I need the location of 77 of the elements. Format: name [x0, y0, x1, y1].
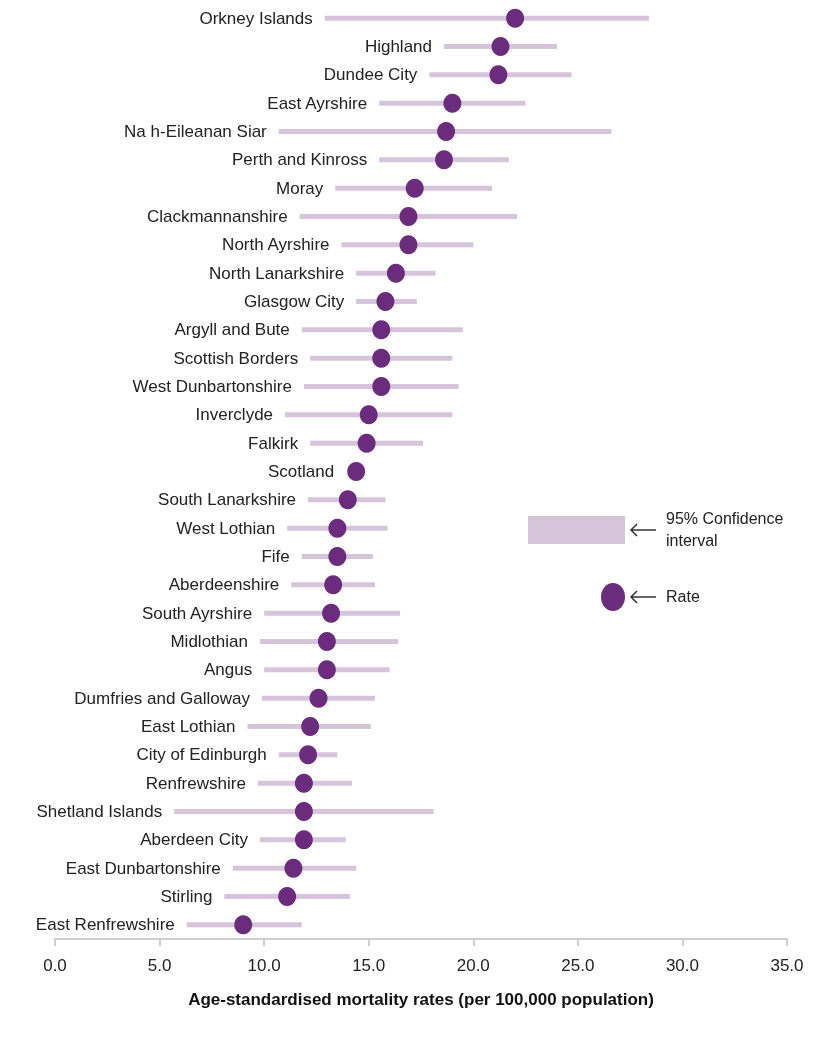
y-tick-label: Perth and Kinross [232, 150, 368, 170]
x-tick-label: 10.0 [247, 956, 281, 975]
y-tick-label: Na h-Eileanan Siar [124, 122, 268, 141]
point [284, 858, 303, 878]
y-tick-label: Stirling [160, 887, 213, 906]
point [405, 178, 424, 198]
x-axis-title: Age-standardised mortality rates (per 100,000 population) [188, 990, 654, 1009]
y-tick-label: Orkney Islands [199, 8, 313, 28]
point [372, 377, 391, 396]
point [301, 717, 320, 736]
y-tick-label: Falkirk [248, 433, 299, 453]
y-tick-label: Renfrewshire [145, 773, 246, 793]
y-tick-label: Aberdeen City [140, 830, 249, 850]
point [299, 745, 318, 765]
y-tick-label: Moray [276, 178, 324, 198]
point [338, 490, 357, 510]
y-tick-label: Dumfries and Galloway [74, 688, 251, 708]
point [294, 773, 313, 793]
y-tick-label: East Dunbartonshire [65, 858, 221, 878]
point [294, 830, 313, 850]
y-tick-label: Shetland Islands [36, 802, 163, 821]
y-tick-label: North Ayrshire [222, 235, 330, 255]
y-tick-label: South Ayrshire [141, 603, 253, 623]
point [443, 93, 462, 113]
point [372, 320, 391, 340]
point [376, 292, 395, 311]
y-tick-label: South Lanarkshire [158, 490, 297, 510]
x-tick-label: 25.0 [561, 956, 595, 975]
x-tick-label: 0.0 [43, 956, 67, 975]
y-tick-label: North Lanarkshire [209, 263, 345, 283]
y-tick-label: Midlothian [170, 632, 248, 651]
point [506, 8, 525, 28]
point [489, 65, 508, 85]
y-tick-label: East Lothian [140, 717, 236, 736]
text: Rate [666, 587, 700, 607]
y-tick-label: Dundee City [323, 65, 418, 85]
point [399, 235, 418, 255]
point [328, 518, 347, 538]
y-tick-label: Fife [261, 547, 290, 566]
point [386, 263, 405, 283]
y-tick-label: Highland [364, 37, 433, 56]
y-tick-label: Glasgow City [244, 292, 345, 311]
y-tick-label: City of Edinburgh [136, 745, 267, 765]
point [328, 547, 347, 566]
x-tick-label: 20.0 [456, 956, 490, 975]
point [317, 632, 336, 651]
y-tick-label: Scotland [267, 462, 335, 481]
y-tick-label: West Lothian [176, 518, 276, 538]
point [399, 207, 418, 226]
y-tick-label: Aberdeenshire [168, 575, 280, 595]
point [317, 660, 336, 680]
y-tick-label: West Dunbartonshire [132, 377, 292, 396]
y-tick-label: Scottish Borders [173, 348, 299, 368]
point [347, 462, 366, 481]
point [309, 688, 328, 708]
x-tick-label: 30.0 [665, 956, 699, 975]
y-tick-label: East Ayrshire [267, 93, 368, 113]
point [234, 915, 253, 935]
point [278, 887, 297, 906]
x-tick-label: 5.0 [147, 956, 172, 975]
point [435, 150, 454, 170]
point [372, 348, 391, 368]
point [357, 433, 376, 453]
y-tick-label: Argyll and Bute [174, 320, 290, 340]
y-tick-label: East Renfrewshire [35, 915, 175, 935]
annotation: 95% Confidence interval [666, 509, 785, 551]
point [491, 37, 510, 56]
point [322, 603, 341, 623]
x-tick-label: 15.0 [352, 956, 386, 975]
point [359, 405, 378, 425]
point [294, 802, 313, 821]
point [437, 122, 456, 141]
y-tick-label: Inverclyde [195, 405, 274, 425]
point [324, 575, 343, 595]
x-tick-label: 35.0 [770, 956, 804, 975]
y-tick-label: Clackmannanshire [146, 207, 288, 226]
y-tick-label: Angus [203, 660, 253, 680]
